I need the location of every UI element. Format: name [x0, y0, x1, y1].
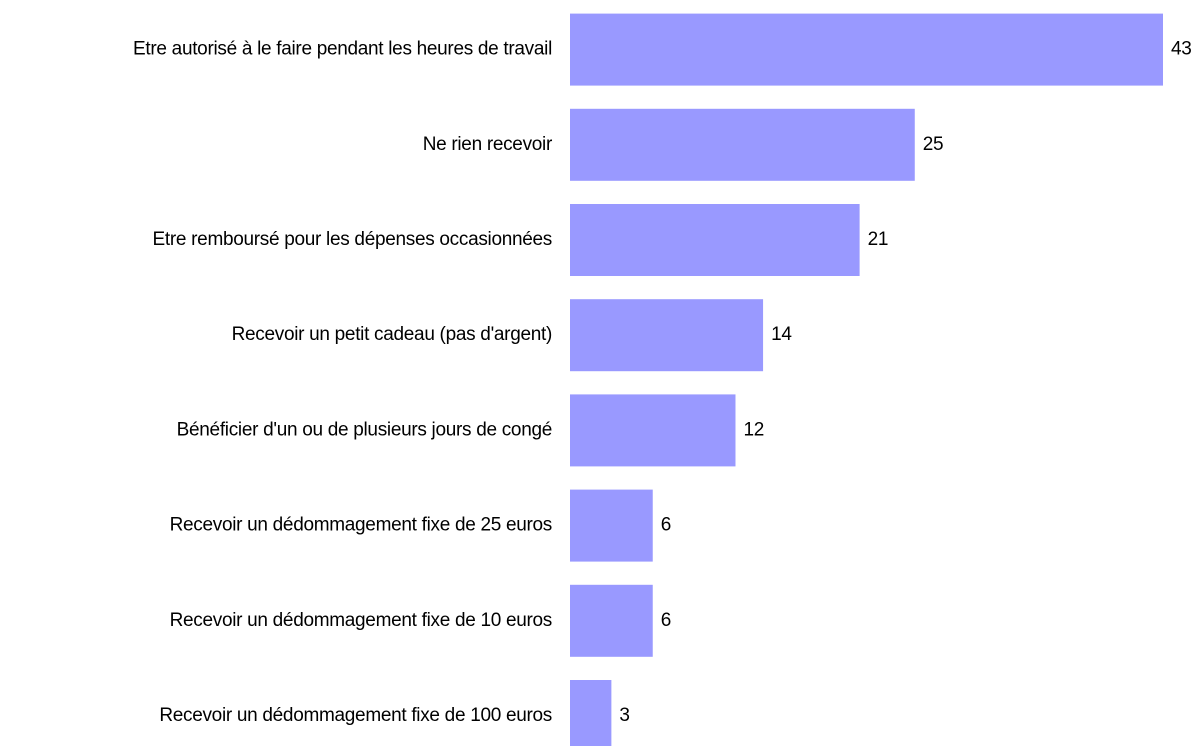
category-label: Etre remboursé pour les dépenses occasio… — [153, 229, 552, 250]
value-label: 25 — [923, 134, 944, 155]
bar — [570, 680, 612, 746]
category-label: Recevoir un dédommagement fixe de 25 eur… — [170, 515, 552, 536]
bar — [570, 13, 1163, 86]
bar — [570, 394, 736, 467]
category-label: Recevoir un dédommagement fixe de 100 eu… — [159, 705, 552, 726]
bar — [570, 204, 860, 276]
value-label: 12 — [743, 419, 764, 440]
value-label: 21 — [868, 229, 889, 250]
category-label: Recevoir un dédommagement fixe de 10 eur… — [170, 610, 552, 631]
value-label: 6 — [661, 515, 671, 536]
bar — [570, 299, 764, 372]
bar — [570, 584, 653, 657]
value-label: 3 — [619, 705, 629, 726]
category-label: Bénéficier d'un ou de plusieurs jours de… — [177, 419, 552, 440]
value-label: 14 — [771, 324, 792, 345]
bar — [570, 489, 653, 562]
category-label: Recevoir un petit cadeau (pas d'argent) — [232, 324, 552, 345]
category-label: Ne rien recevoir — [423, 134, 553, 155]
value-label: 43 — [1171, 39, 1192, 60]
value-label: 6 — [661, 610, 671, 631]
bar — [570, 108, 915, 181]
category-label: Etre autorisé à le faire pendant les heu… — [133, 39, 552, 60]
